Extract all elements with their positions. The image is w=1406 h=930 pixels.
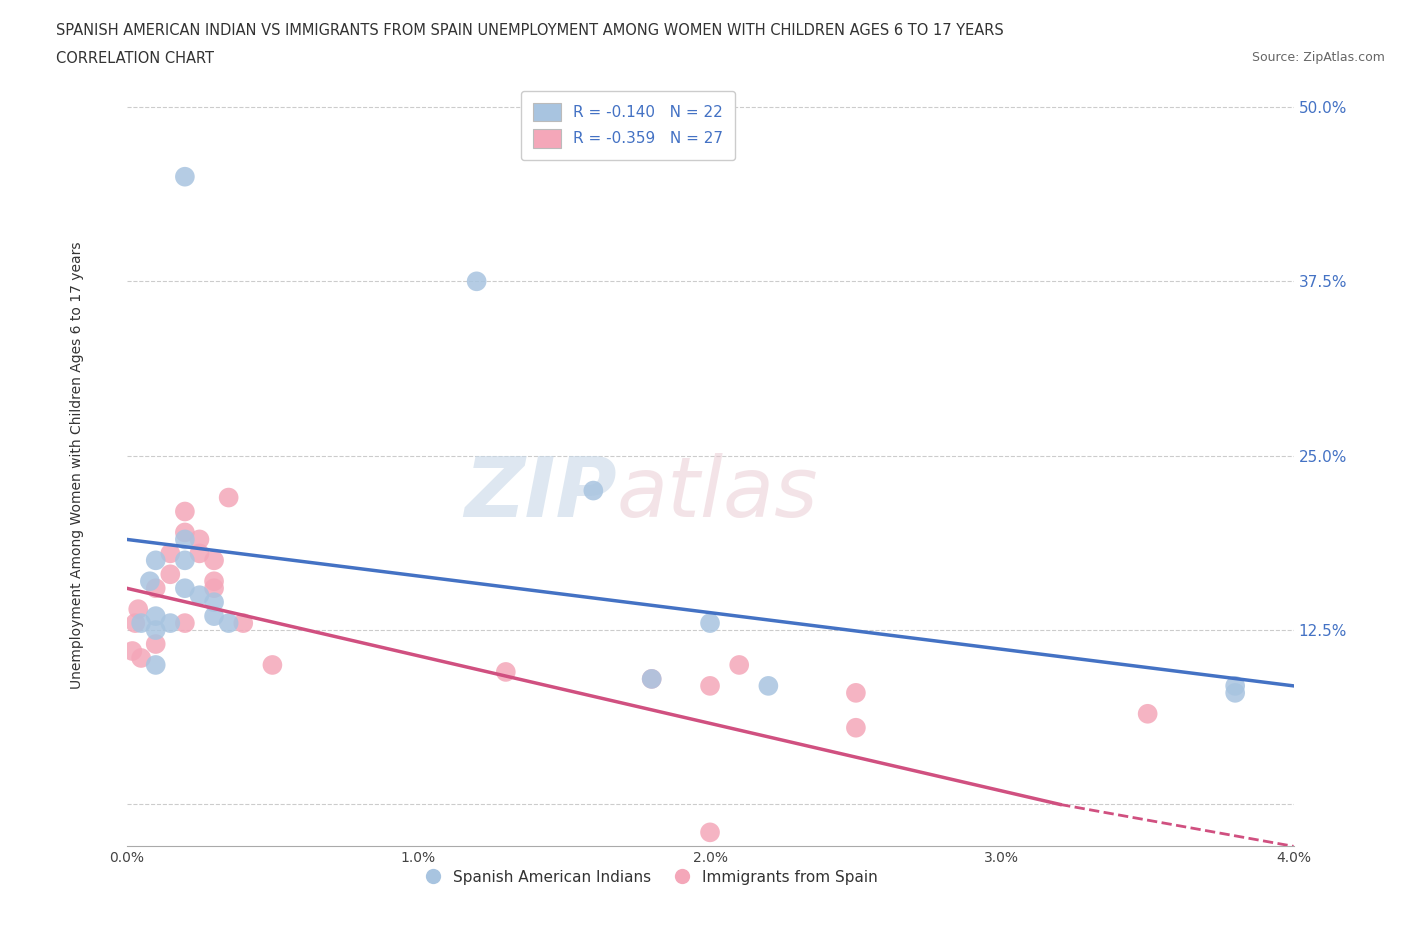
Point	[202, 552, 225, 567]
Point	[845, 720, 868, 735]
Point	[174, 580, 197, 595]
Point	[174, 552, 197, 567]
Point	[129, 651, 152, 666]
Point	[845, 685, 868, 700]
Legend: Spanish American Indians, Immigrants from Spain: Spanish American Indians, Immigrants fro…	[418, 862, 886, 893]
Point	[188, 588, 211, 603]
Point	[145, 552, 167, 567]
Point	[145, 623, 167, 638]
Point	[159, 616, 181, 631]
Point	[1223, 679, 1247, 694]
Point	[129, 616, 152, 631]
Point	[174, 616, 197, 631]
Point	[145, 658, 167, 672]
Point	[465, 273, 488, 288]
Point	[127, 602, 149, 617]
Point	[262, 658, 284, 672]
Point	[232, 616, 254, 631]
Point	[728, 658, 751, 672]
Point	[756, 679, 779, 694]
Point	[1223, 685, 1247, 700]
Point	[699, 616, 721, 631]
Point	[145, 637, 167, 652]
Point	[1136, 707, 1159, 722]
Point	[121, 644, 143, 658]
Point	[640, 671, 664, 686]
Text: Source: ZipAtlas.com: Source: ZipAtlas.com	[1251, 51, 1385, 64]
Point	[174, 504, 197, 519]
Text: SPANISH AMERICAN INDIAN VS IMMIGRANTS FROM SPAIN UNEMPLOYMENT AMONG WOMEN WITH C: SPANISH AMERICAN INDIAN VS IMMIGRANTS FR…	[56, 23, 1004, 38]
Point	[202, 595, 225, 610]
Point	[202, 609, 225, 624]
Point	[202, 574, 225, 589]
Point	[202, 580, 225, 595]
Text: Unemployment Among Women with Children Ages 6 to 17 years: Unemployment Among Women with Children A…	[70, 241, 84, 689]
Point	[145, 580, 167, 595]
Text: atlas: atlas	[617, 453, 818, 534]
Point	[582, 484, 605, 498]
Point	[159, 546, 181, 561]
Point	[495, 664, 517, 679]
Point	[174, 169, 197, 184]
Point	[159, 566, 181, 582]
Point	[174, 532, 197, 547]
Point	[699, 679, 721, 694]
Text: ZIP: ZIP	[464, 453, 617, 534]
Point	[145, 609, 167, 624]
Text: CORRELATION CHART: CORRELATION CHART	[56, 51, 214, 66]
Point	[188, 546, 211, 561]
Point	[699, 825, 721, 840]
Point	[640, 671, 664, 686]
Point	[218, 490, 240, 505]
Point	[188, 532, 211, 547]
Point	[218, 616, 240, 631]
Point	[124, 616, 146, 631]
Point	[139, 574, 162, 589]
Point	[174, 525, 197, 539]
